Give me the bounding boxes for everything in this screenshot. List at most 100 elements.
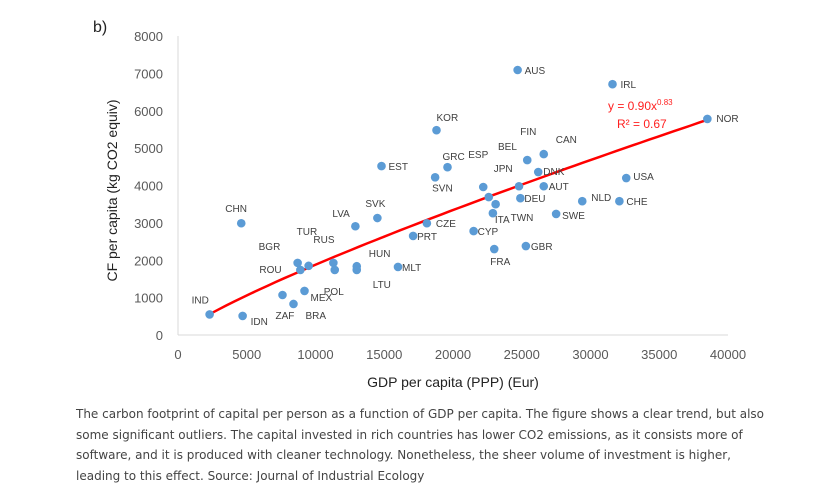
x-tick-label: 35000 [641, 347, 677, 362]
point-label-bgr: BGR [259, 242, 281, 253]
point-label-irl: IRL [621, 80, 637, 91]
y-tick-label: 1000 [134, 291, 163, 306]
data-point-ind [205, 310, 214, 319]
point-label-cyp: CYP [478, 227, 499, 238]
point-label-che: CHE [626, 197, 647, 208]
data-point-mex [300, 286, 309, 296]
point-label-bra: BRA [306, 311, 327, 322]
point-label-can: CAN [556, 135, 577, 146]
data-point-idn [238, 311, 247, 321]
x-tick-label: 15000 [366, 347, 402, 362]
trendline [209, 118, 708, 316]
data-point-che [615, 196, 624, 206]
data-point-bra [289, 299, 298, 309]
point-label-lva: LVA [332, 209, 350, 220]
data-point-lva [351, 221, 360, 231]
scatter-chart: 0 5000 10000 15000 20000 25000 30000 35000 40000… [104, 29, 746, 390]
point-label-bel: BEL [498, 142, 517, 153]
y-tick-label: 3000 [134, 216, 163, 231]
data-point-jpn [484, 192, 494, 202]
data-point-swe [551, 209, 561, 219]
y-tick-label: 8000 [134, 29, 163, 44]
x-tick-label: 5000 [232, 347, 261, 362]
data-point-fra [489, 244, 499, 254]
y-tick-label: 5000 [134, 141, 163, 156]
data-point-kor [432, 125, 441, 135]
point-label-idn: IDN [251, 317, 268, 328]
point-label-jpn: JPN [494, 164, 513, 175]
data-point-nld [577, 196, 587, 206]
point-label-mlt: MLT [402, 263, 421, 274]
y-tick-label: 6000 [134, 104, 163, 119]
data-point-mlt [393, 262, 403, 272]
y-tick-label: 7000 [134, 66, 163, 81]
point-label-rou: ROU [259, 265, 281, 276]
data-point-fin [522, 155, 532, 165]
data-point-can [539, 149, 549, 159]
data-point-chn [236, 218, 246, 228]
data-point-gbr [521, 241, 531, 251]
figure-caption: The carbon footprint of capital per pers… [76, 407, 765, 483]
point-label-dnk: DNK [543, 167, 564, 178]
y-axis-title: CF per capita (kg CO2 equiv) [104, 99, 120, 281]
point-label-nor: NOR [716, 114, 738, 125]
data-point-irl [608, 79, 617, 89]
data-point-tur [304, 261, 313, 271]
x-tick-label: 10000 [297, 347, 333, 362]
trend-exponent: 0.83 [657, 98, 673, 107]
point-label-chn: CHN [225, 204, 247, 215]
data-point-ita [488, 208, 498, 218]
data-point-esp [478, 182, 488, 192]
point-label-deu: DEU [524, 194, 545, 205]
point-label-ita: ITA [495, 215, 510, 226]
data-point-svk [373, 213, 382, 223]
x-tick-label: 0 [174, 347, 181, 362]
y-tick-label: 0 [156, 328, 163, 343]
trend-r2: R² = 0.67 [617, 117, 667, 131]
point-label-prt: PRT [417, 232, 437, 243]
point-label-fra: FRA [490, 257, 510, 268]
data-point-ltu [352, 265, 362, 275]
x-tick-label: 40000 [710, 347, 746, 362]
point-label-fin: FIN [520, 127, 536, 138]
point-label-svk: SVK [365, 199, 385, 210]
data-point-bel [514, 181, 524, 191]
point-label-zaf: ZAF [276, 311, 295, 322]
data-point-aus [513, 65, 522, 75]
panel-label: b) [93, 19, 108, 36]
y-tick-label: 2000 [134, 253, 163, 268]
data-point-usa [621, 173, 631, 183]
data-point-prt [408, 231, 418, 241]
data-point-nor [703, 114, 712, 124]
x-axis-title: GDP per capita (PPP) (Eur) [367, 374, 539, 390]
data-point-zaf [278, 290, 287, 300]
data-point-rus [329, 258, 338, 268]
point-label-nld: NLD [591, 193, 611, 204]
x-tick-label: 30000 [572, 347, 608, 362]
data-point-cze [422, 218, 432, 228]
point-label-gbr: GBR [531, 242, 553, 253]
point-label-aus: AUS [525, 66, 546, 77]
point-label-grc: GRC [443, 152, 465, 163]
data-point-grc [443, 162, 452, 172]
point-label-swe: SWE [562, 211, 585, 222]
data-point-est [377, 161, 386, 171]
point-label-ind: IND [192, 295, 209, 306]
data-point-deu [516, 193, 525, 203]
point-label-ltu: LTU [373, 280, 391, 291]
point-label-tur: TUR [297, 227, 318, 238]
data-point-rou [296, 265, 305, 275]
point-label-rus: RUS [313, 235, 334, 246]
data-point-pol [330, 265, 340, 275]
point-label-twn: TWN [511, 213, 534, 224]
point-label-est: EST [389, 162, 408, 173]
data-point-bgr [293, 258, 302, 268]
x-tick-label: 25000 [504, 347, 540, 362]
y-tick-label: 4000 [134, 179, 163, 194]
trend-equation: y = 0.90x0.83 [608, 98, 673, 113]
point-label-esp: ESP [468, 150, 488, 161]
point-label-kor: KOR [437, 113, 459, 124]
data-point-cyp [469, 226, 478, 236]
point-label-svn: SVN [432, 183, 453, 194]
x-tick-label: 20000 [435, 347, 471, 362]
